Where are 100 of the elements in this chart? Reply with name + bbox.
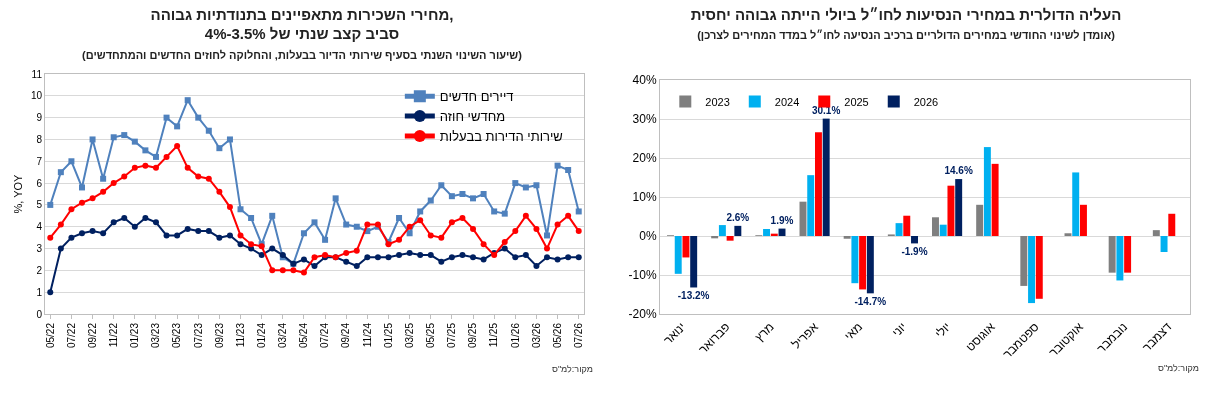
point xyxy=(121,132,128,139)
point xyxy=(68,158,75,165)
point xyxy=(152,153,159,160)
bar xyxy=(763,228,771,236)
bar xyxy=(1064,233,1072,236)
y-tick-label: 11 xyxy=(31,68,43,80)
point xyxy=(396,215,403,221)
point xyxy=(554,162,561,169)
point xyxy=(448,254,455,261)
point xyxy=(89,195,96,202)
x-tick-label: 03/23 xyxy=(150,322,162,349)
point xyxy=(575,254,582,261)
bar xyxy=(1072,172,1080,236)
legend-label: 2025 xyxy=(844,95,869,108)
point xyxy=(533,182,540,189)
bar xyxy=(866,236,874,294)
point xyxy=(163,114,170,121)
text: מקור:למ"ס xyxy=(1158,363,1199,373)
x-tick-label: 11/25 xyxy=(488,322,500,348)
point xyxy=(89,228,96,235)
point xyxy=(184,97,191,104)
point xyxy=(554,256,561,263)
point xyxy=(216,188,223,195)
y-tick-label: 8 xyxy=(36,133,43,145)
point xyxy=(110,180,117,187)
bar xyxy=(991,163,999,236)
point xyxy=(374,254,381,261)
point xyxy=(438,182,445,189)
point xyxy=(522,184,529,191)
bar xyxy=(814,132,822,236)
point xyxy=(142,147,149,154)
x-tick-label: 11/22 xyxy=(107,322,119,348)
chart-title: העליה הדולרית במחירי הנסיעות לחו״ל ביולי הייתה גבוהה יחסית xyxy=(690,5,1122,23)
point xyxy=(364,221,371,228)
bar xyxy=(932,217,939,236)
point xyxy=(438,234,445,241)
bar xyxy=(843,236,851,239)
bar xyxy=(726,236,734,241)
legend-label: 2024 xyxy=(774,95,800,108)
y-tick-label: 3 xyxy=(36,243,43,255)
chart-title: מחירי השכירות מתאפיינים בתנודתיות גבוהה, סביב קצב שנתי של 3.5%-4% xyxy=(150,5,454,43)
point xyxy=(522,252,529,259)
y-tick-label: 1 xyxy=(36,286,43,298)
x-tick-label: 03/25 xyxy=(403,322,415,349)
point xyxy=(269,267,276,274)
x-tick-label: 05/24 xyxy=(298,322,310,349)
data-label: 14.6% xyxy=(944,165,973,177)
bar xyxy=(1035,236,1043,299)
point xyxy=(311,263,318,269)
point xyxy=(417,208,424,215)
point xyxy=(470,225,477,232)
x-tick-label: 01/24 xyxy=(255,322,267,349)
point xyxy=(57,221,64,228)
point xyxy=(396,236,403,243)
point xyxy=(163,153,170,160)
bar xyxy=(1108,236,1116,273)
point xyxy=(205,228,212,235)
point xyxy=(68,234,75,241)
x-tick-label: 05/23 xyxy=(171,322,183,349)
point xyxy=(110,219,117,226)
y-tick-label: 4 xyxy=(36,221,43,233)
data-label: -13.2% xyxy=(677,290,710,302)
point xyxy=(47,289,54,296)
point xyxy=(501,210,508,217)
data-label: -1.9% xyxy=(901,246,928,258)
point xyxy=(565,212,572,219)
point xyxy=(544,245,551,252)
point xyxy=(427,197,434,204)
point xyxy=(544,254,551,261)
point xyxy=(480,191,487,197)
point xyxy=(269,245,276,252)
point xyxy=(226,232,233,239)
point xyxy=(533,225,540,232)
point xyxy=(195,173,202,180)
point xyxy=(417,252,424,259)
point xyxy=(343,249,350,256)
y-tick-label: -10% xyxy=(628,268,657,283)
y-tick-label: 20% xyxy=(632,151,657,166)
point xyxy=(438,258,445,265)
point xyxy=(174,232,181,239)
point xyxy=(184,164,191,171)
point xyxy=(226,136,233,143)
point xyxy=(512,228,519,235)
point xyxy=(152,164,159,171)
point xyxy=(364,254,371,261)
bar xyxy=(807,175,815,236)
bar xyxy=(903,215,911,236)
data-label: 1.9% xyxy=(770,214,794,226)
legend-label: 2023 xyxy=(705,95,730,108)
point xyxy=(353,263,360,269)
point xyxy=(152,219,159,226)
x-tick-label: מרץ xyxy=(752,319,777,345)
point xyxy=(131,223,138,230)
bar xyxy=(1168,213,1176,236)
point xyxy=(522,212,529,219)
x-tick-label: 07/23 xyxy=(192,322,204,349)
point xyxy=(448,219,455,226)
point xyxy=(226,204,233,211)
point xyxy=(78,199,85,206)
bar xyxy=(734,225,742,236)
